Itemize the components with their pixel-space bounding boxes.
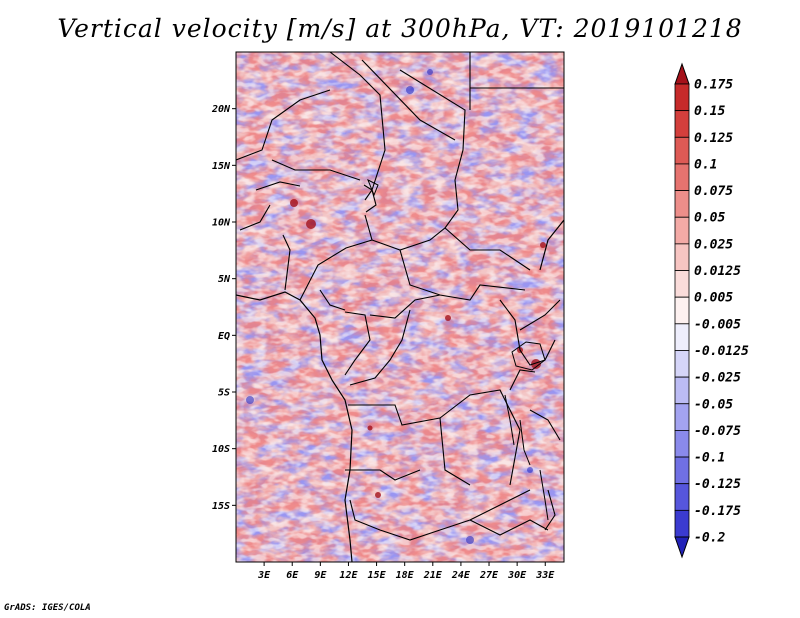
lon-tick-label: 27E <box>479 570 499 581</box>
colorbar-label: -0.1 <box>694 451 725 466</box>
colorbar-segment <box>674 110 690 138</box>
colorbar-segment <box>674 483 690 511</box>
longitude-ticks: 3E 6E 9E 12E 15E 18E 21E 24E 27E 30E 33E <box>257 562 555 581</box>
lat-tick-label: 10N <box>212 218 231 229</box>
colorbar-top-arrow <box>674 62 690 85</box>
lat-tick-label: 15S <box>212 501 230 512</box>
colorbar-label: 0.005 <box>694 291 733 306</box>
colorbar-label: -0.125 <box>694 477 741 492</box>
lat-tick-label: EQ <box>218 331 230 342</box>
colorbar-label: -0.0125 <box>694 344 749 359</box>
colorbar-segment <box>674 296 690 325</box>
lon-tick-label: 3E <box>257 570 271 581</box>
colorbar-segment <box>674 430 690 458</box>
lon-tick-label: 30E <box>507 570 527 581</box>
colorbar-segment <box>674 403 690 431</box>
latitude-ticks: 20N 15N 10N 5N EQ 5S 10S 15S <box>211 104 236 512</box>
lakes <box>367 178 549 521</box>
colorbar-segment <box>674 509 690 538</box>
colorbar-segment <box>674 83 690 112</box>
lon-tick-label: 33E <box>535 570 555 581</box>
lat-tick-label: 15N <box>212 161 231 172</box>
colorbar-label: -0.2 <box>694 531 725 546</box>
colorbar-segment <box>674 376 690 405</box>
lon-tick-label: 18E <box>396 570 415 581</box>
country-borders <box>236 52 564 541</box>
colorbar-label: -0.025 <box>694 371 741 386</box>
colorbar-label: -0.05 <box>694 397 733 412</box>
colorbar-segment <box>674 456 690 485</box>
coastline <box>236 219 564 562</box>
colorbar-label: 0.025 <box>694 237 733 252</box>
grads-credit: GrADS: IGES/COLA <box>4 603 91 613</box>
colorbar: 0.175 0.15 0.125 0.1 0.075 0.05 0.025 0.0125 0.0… <box>674 62 749 559</box>
colorbar-label: 0.15 <box>694 104 725 119</box>
map-title: Vertical velocity [m/s] at 300hPa, VT: 2… <box>57 14 743 43</box>
colorbar-label: -0.075 <box>694 424 741 439</box>
lat-tick-label: 20N <box>211 104 231 115</box>
lon-tick-label: 9E <box>314 570 327 581</box>
colorbar-segment <box>674 163 690 191</box>
colorbar-segment <box>674 136 690 165</box>
colorbar-segment <box>674 216 690 245</box>
colorbar-segment <box>674 323 690 351</box>
colorbar-label: 0.0125 <box>694 264 741 279</box>
colorbar-label: -0.005 <box>694 317 741 332</box>
colorbar-label: 0.125 <box>694 131 733 146</box>
colorbar-segment <box>674 270 690 298</box>
colorbar-segment <box>674 190 690 218</box>
lon-tick-label: 15E <box>368 570 387 581</box>
colorbar-label: 0.075 <box>694 184 733 199</box>
colorbar-label: 0.1 <box>694 157 717 172</box>
lat-tick-label: 5S <box>218 388 230 399</box>
lat-tick-label: 10S <box>212 444 230 455</box>
colorbar-label: 0.05 <box>694 211 725 226</box>
colorbar-label: 0.175 <box>694 78 733 93</box>
colorbar-segment <box>674 243 690 271</box>
lon-tick-label: 6E <box>286 570 299 581</box>
lon-tick-label: 24E <box>451 570 471 581</box>
lat-tick-label: 5N <box>218 274 231 285</box>
colorbar-bottom-arrow <box>674 536 690 559</box>
lon-tick-label: 12E <box>339 570 358 581</box>
velocity-field <box>236 52 564 562</box>
colorbar-segment <box>674 350 690 378</box>
colorbar-label: -0.175 <box>694 504 741 519</box>
lon-tick-label: 21E <box>423 570 443 581</box>
map-frame <box>235 51 565 563</box>
